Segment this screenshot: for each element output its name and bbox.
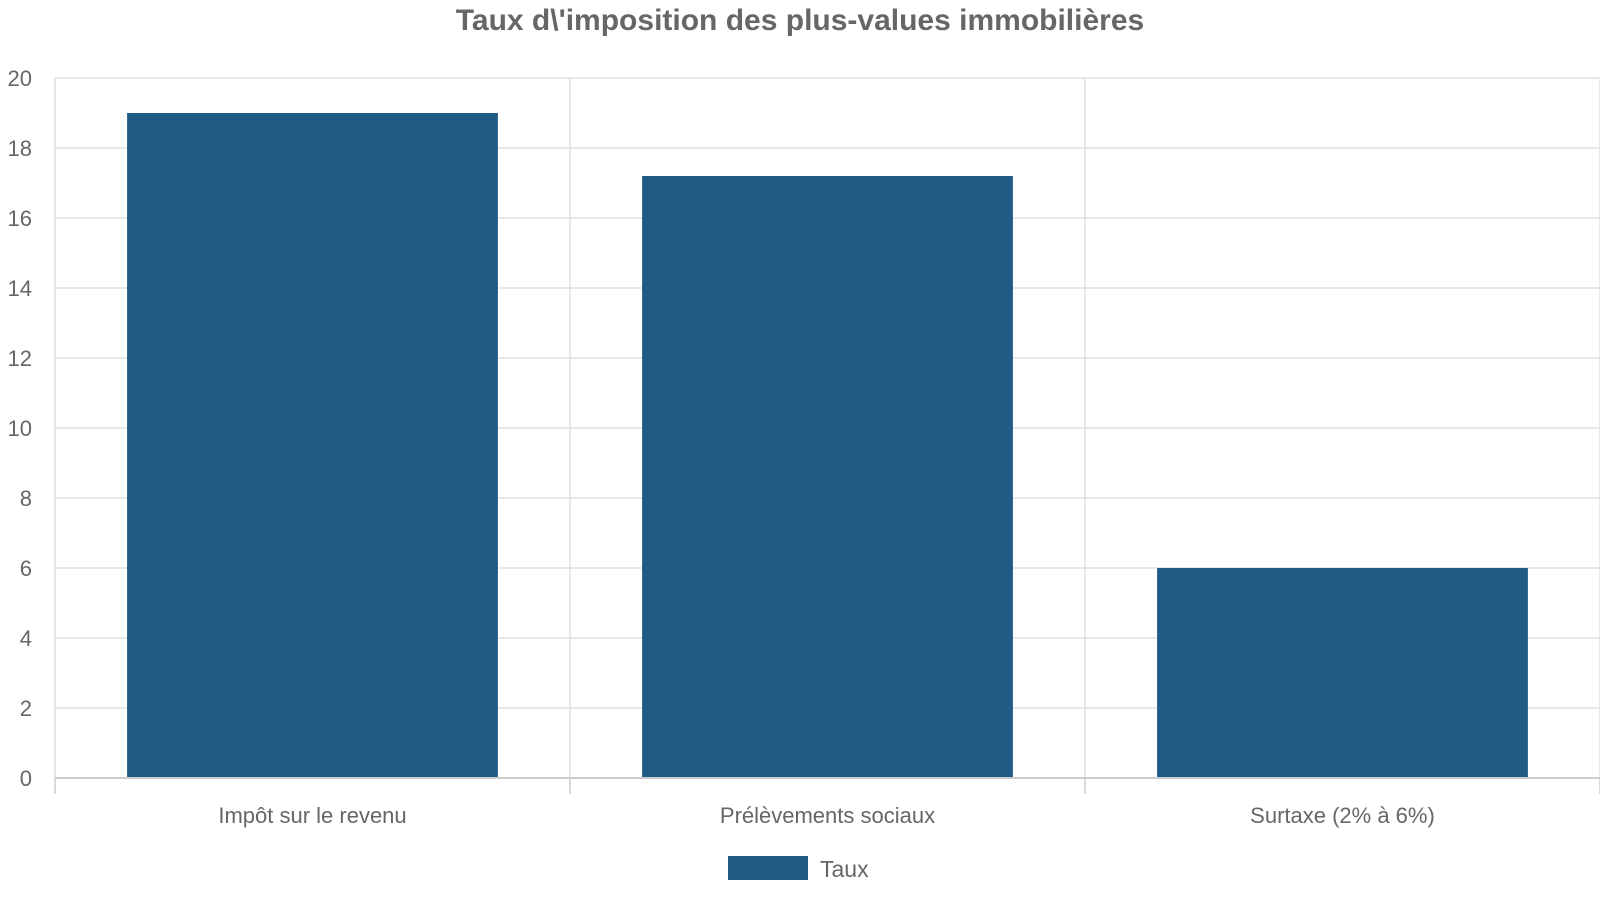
y-tick-label: 8 <box>20 486 32 511</box>
y-tick-label: 12 <box>8 346 32 371</box>
legend: Taux <box>728 856 869 882</box>
x-category-label: Impôt sur le revenu <box>218 803 406 828</box>
axes: 0 2 4 6 8 10 12 14 16 18 20 Impôt sur le revenu Prél… <box>8 66 1600 828</box>
bar <box>127 113 498 778</box>
y-tick-label: 6 <box>20 556 32 581</box>
legend-swatch <box>728 856 808 880</box>
y-tick-label: 20 <box>8 66 32 91</box>
y-tick-label: 14 <box>8 276 32 301</box>
y-tick-label: 16 <box>8 206 32 231</box>
y-tick-label: 0 <box>20 766 32 791</box>
y-tick-label: 4 <box>20 626 32 651</box>
x-category-label: Surtaxe (2% à 6%) <box>1250 803 1435 828</box>
y-tick-label: 18 <box>8 136 32 161</box>
legend-label: Taux <box>820 856 869 882</box>
bar <box>642 176 1013 778</box>
bar <box>1157 568 1528 778</box>
x-category-label: Prélèvements sociaux <box>720 803 935 828</box>
bars <box>127 113 1528 778</box>
chart-title: Taux d\'imposition des plus-values immob… <box>456 4 1144 37</box>
y-tick-label: 2 <box>20 696 32 721</box>
y-tick-label: 10 <box>8 416 32 441</box>
